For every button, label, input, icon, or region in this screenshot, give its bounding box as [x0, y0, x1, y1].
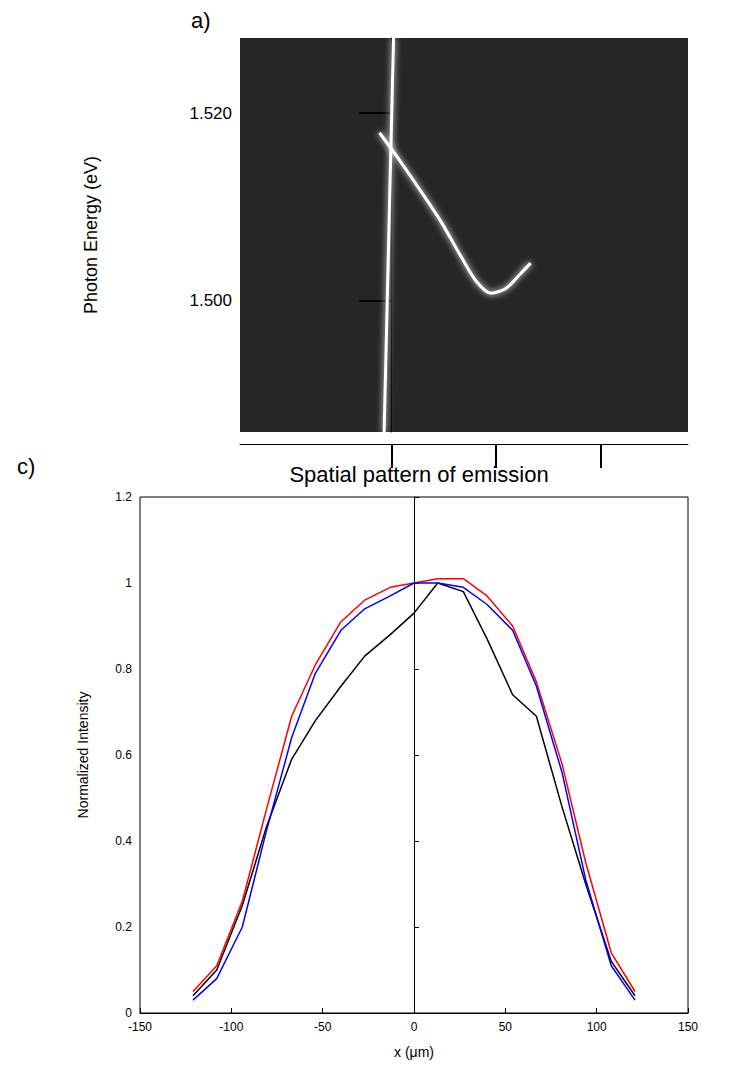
svg-text:0.4: 0.4	[115, 834, 132, 848]
svg-text:Photon Energy (eV): Photon Energy (eV)	[81, 156, 101, 314]
svg-text:0: 0	[411, 1020, 418, 1034]
svg-text:1.2: 1.2	[115, 490, 132, 504]
svg-text:Spatial pattern of emission: Spatial pattern of emission	[289, 462, 548, 487]
svg-text:1.500: 1.500	[189, 291, 232, 310]
svg-text:c): c)	[17, 454, 35, 479]
svg-text:150: 150	[678, 1020, 698, 1034]
svg-text:a): a)	[191, 8, 211, 33]
svg-text:-150: -150	[128, 1020, 152, 1034]
svg-text:Normalized Intensity: Normalized Intensity	[75, 692, 91, 819]
svg-text:0.6: 0.6	[115, 748, 132, 762]
svg-text:1: 1	[125, 576, 132, 590]
svg-text:x (μm): x (μm)	[394, 1044, 434, 1060]
svg-text:-50: -50	[314, 1020, 332, 1034]
svg-text:100: 100	[587, 1020, 607, 1034]
svg-text:0: 0	[125, 1006, 132, 1020]
svg-text:0.2: 0.2	[115, 920, 132, 934]
svg-text:0.8: 0.8	[115, 662, 132, 676]
svg-text:-100: -100	[219, 1020, 243, 1034]
svg-text:1.520: 1.520	[189, 104, 232, 123]
svg-text:50: 50	[499, 1020, 513, 1034]
